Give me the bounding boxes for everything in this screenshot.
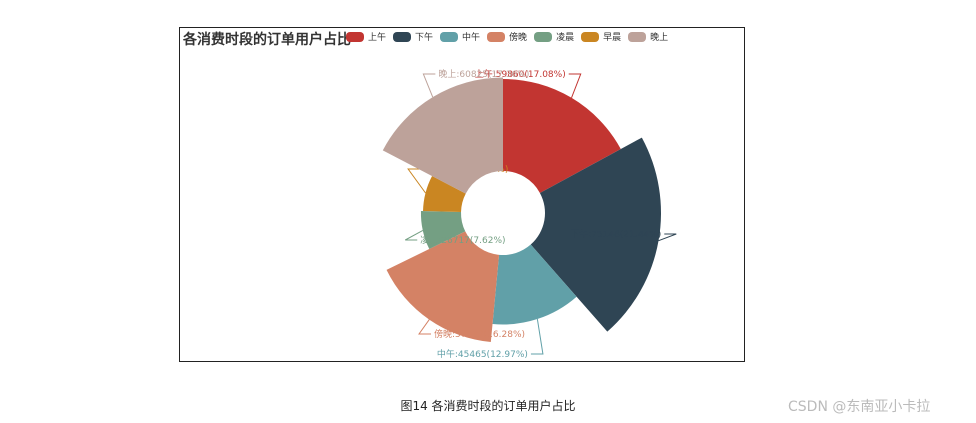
rose-sector-6[interactable] [382,77,503,194]
legend-item-4[interactable]: 凌晨 [534,30,574,43]
data-label-4: 凌晨:26717(7.62%) [420,234,505,246]
figure-caption: 图14 各消费时段的订单用户占比 [400,399,576,413]
label-leader-4 [404,230,424,241]
rose-sector-1[interactable] [530,137,661,332]
legend-swatch [440,31,459,42]
rose-sector-0[interactable] [503,78,621,193]
legend-label: 中午 [462,33,481,43]
legend-swatch [487,31,506,42]
rose-sector-5[interactable] [423,176,466,212]
data-label-2: 中午:45465(12.97%) [437,348,528,360]
legend-item-3[interactable]: 傍晚 [487,30,527,43]
legend-swatch [581,31,600,42]
label-leader-6 [422,73,436,98]
legend-label: 下午 [415,33,434,43]
chart-title: 各消费时段的订单用户占比 [183,32,351,48]
label-leader-1 [658,233,677,242]
legend-swatch [393,31,412,42]
legend-item-1[interactable]: 下午 [393,30,433,43]
legend-swatch [628,31,647,42]
legend-label: 晚上 [650,33,669,43]
rose-sector-2[interactable] [492,244,577,325]
watermark: CSDN @东南亚小卡拉 [788,399,931,415]
legend-item-5[interactable]: 早晨 [581,30,621,43]
data-label-1: 下午:75148(21.44%) [570,228,661,240]
rose-sector-4[interactable] [420,210,466,250]
data-label-6: 晚上:60825(17.36%) [438,69,529,80]
legend-label: 凌晨 [556,33,575,43]
legend-label: 傍晚 [509,33,528,43]
label-leader-3 [418,319,432,335]
legend-swatch [346,31,364,42]
label-leader-5 [407,168,426,194]
label-leader-2 [530,318,544,355]
label-leader-0 [568,73,582,98]
legend-item-0[interactable]: 上午 [346,30,386,43]
legend-item-2[interactable]: 中午 [440,30,480,43]
legend-label: 早晨 [603,33,622,43]
chart-legend: 上午 下午 中午 傍晚 凌晨 早晨 晚上 [346,30,675,43]
legend-swatch [534,31,553,42]
data-label-3: 傍晚:57032(16.28%) [434,328,525,340]
legend-label: 上午 [368,33,387,43]
legend-item-6[interactable]: 晚上 [628,30,668,43]
rose-sector-3[interactable] [386,231,500,343]
data-label-0: 上午:59860(17.08%) [475,68,566,80]
